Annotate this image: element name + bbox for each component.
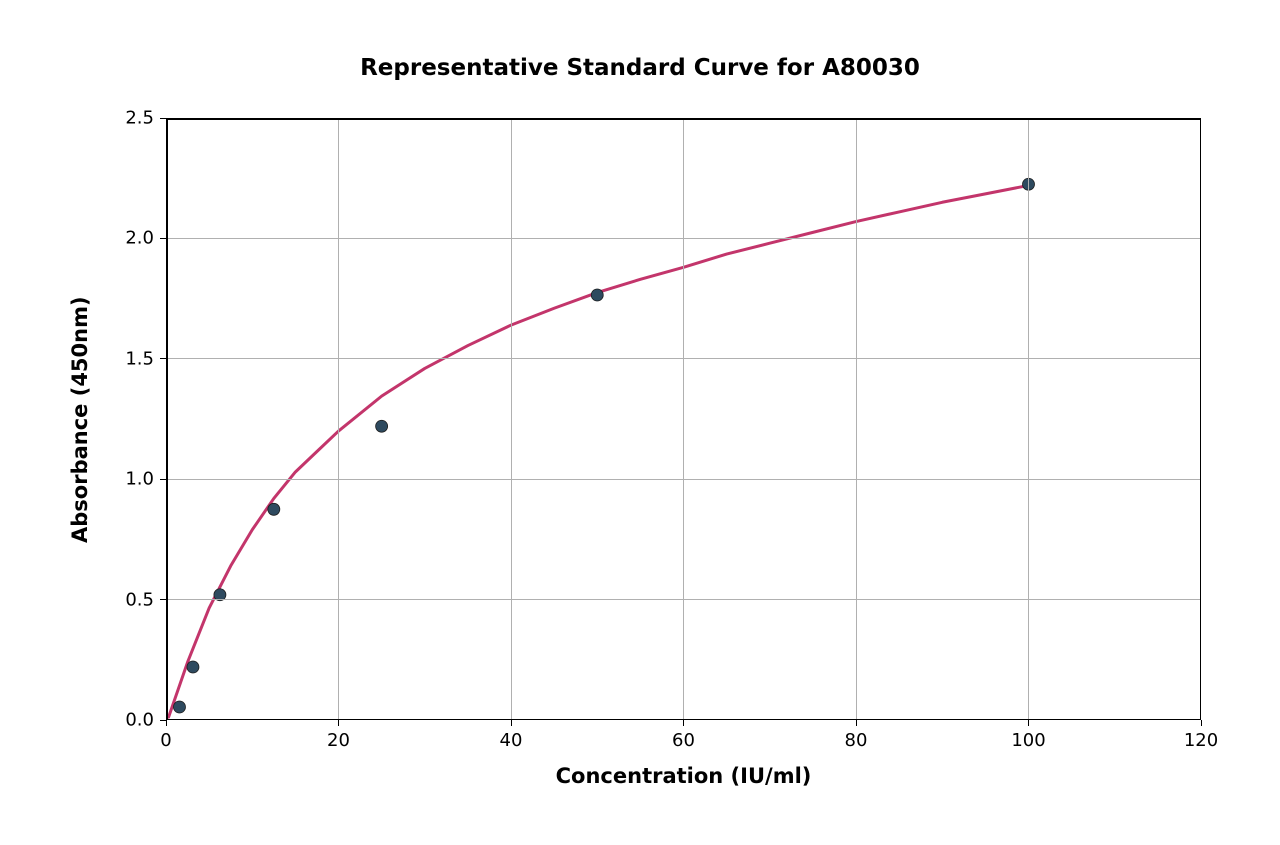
chart-title: Representative Standard Curve for A80030 <box>0 55 1280 81</box>
x-tick <box>856 720 857 726</box>
x-tick-label: 120 <box>1184 730 1218 751</box>
grid-vline <box>683 118 684 720</box>
y-tick-label: 1.0 <box>125 469 154 490</box>
x-tick <box>683 720 684 726</box>
grid-hline <box>166 479 1201 480</box>
grid-hline <box>166 599 1201 600</box>
grid-hline <box>166 358 1201 359</box>
fit-curve <box>169 185 1029 717</box>
spine-bottom <box>166 719 1201 721</box>
y-tick-label: 1.5 <box>125 348 154 369</box>
grid-vline <box>856 118 857 720</box>
x-tick-label: 20 <box>327 730 350 751</box>
x-tick-label: 100 <box>1011 730 1045 751</box>
grid-vline <box>511 118 512 720</box>
spine-left <box>166 118 168 720</box>
data-point <box>376 420 388 432</box>
spine-top <box>166 118 1201 120</box>
data-point <box>591 289 603 301</box>
x-tick-label: 80 <box>845 730 868 751</box>
plot-area <box>166 118 1201 720</box>
x-tick <box>338 720 339 726</box>
grid-vline <box>1028 118 1029 720</box>
x-tick-label: 40 <box>500 730 523 751</box>
data-point <box>173 701 185 713</box>
x-tick-label: 0 <box>160 730 171 751</box>
y-tick-label: 0.5 <box>125 589 154 610</box>
x-tick <box>1028 720 1029 726</box>
spine-right <box>1200 118 1202 720</box>
y-tick-label: 0.0 <box>125 710 154 731</box>
y-tick-label: 2.5 <box>125 108 154 129</box>
x-axis-label: Concentration (IU/ml) <box>556 764 812 788</box>
x-tick <box>1201 720 1202 726</box>
figure: Representative Standard Curve for A80030… <box>0 0 1280 845</box>
x-tick-label: 60 <box>672 730 695 751</box>
x-tick <box>511 720 512 726</box>
x-tick <box>166 720 167 726</box>
data-point <box>268 503 280 515</box>
grid-vline <box>338 118 339 720</box>
data-point <box>187 661 199 673</box>
grid-hline <box>166 238 1201 239</box>
y-tick-label: 2.0 <box>125 228 154 249</box>
y-axis-label: Absorbance (450nm) <box>68 296 92 543</box>
